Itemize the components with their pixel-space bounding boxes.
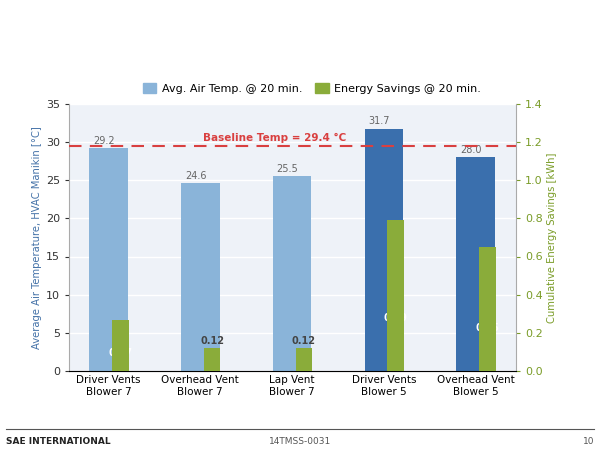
- Text: SAE INTERNATIONAL: SAE INTERNATIONAL: [6, 437, 110, 446]
- Bar: [204, 348, 220, 371]
- Text: 29.2: 29.2: [93, 135, 115, 146]
- Y-axis label: Cumulative Energy Savings [kWh]: Cumulative Energy Savings [kWh]: [547, 152, 557, 323]
- Text: Maximum Potential Savings Case: Maximum Potential Savings Case: [360, 5, 521, 14]
- Text: 24.6: 24.6: [185, 171, 206, 181]
- Bar: [181, 183, 220, 371]
- Bar: [479, 247, 496, 371]
- Text: Zonal Climate Control Test Results: Zonal Climate Control Test Results: [7, 26, 425, 46]
- Text: 0.12: 0.12: [292, 337, 316, 347]
- Text: 28.0: 28.0: [460, 145, 482, 155]
- Text: 0.27: 0.27: [109, 348, 133, 358]
- Text: 14TMSS-0031: 14TMSS-0031: [269, 437, 331, 446]
- Bar: [365, 129, 403, 371]
- Text: 2.   Maximum A/C settings: 2. Maximum A/C settings: [369, 37, 475, 46]
- Text: 0.12: 0.12: [200, 337, 224, 347]
- Text: 0.65: 0.65: [475, 323, 499, 333]
- Y-axis label: Average Air Temperature, HVAC Manikin [°C]: Average Air Temperature, HVAC Manikin [°…: [32, 126, 41, 349]
- Text: 1.   Hot soak with solar load: 1. Hot soak with solar load: [369, 18, 481, 27]
- Bar: [89, 148, 128, 371]
- Text: 10: 10: [583, 437, 594, 446]
- Text: 0.79: 0.79: [383, 313, 407, 324]
- Bar: [112, 320, 129, 371]
- Legend: Avg. Air Temp. @ 20 min., Energy Savings @ 20 min.: Avg. Air Temp. @ 20 min., Energy Savings…: [139, 79, 485, 99]
- Text: 25.5: 25.5: [277, 164, 298, 174]
- Bar: [273, 176, 311, 371]
- Text: Baseline Temp = 29.4 °C: Baseline Temp = 29.4 °C: [203, 133, 346, 143]
- Bar: [296, 348, 312, 371]
- Bar: [456, 157, 495, 371]
- Bar: [388, 220, 404, 371]
- Text: 31.7: 31.7: [368, 117, 390, 126]
- Text: 3.   Transient cool-down: 3. Transient cool-down: [369, 56, 464, 65]
